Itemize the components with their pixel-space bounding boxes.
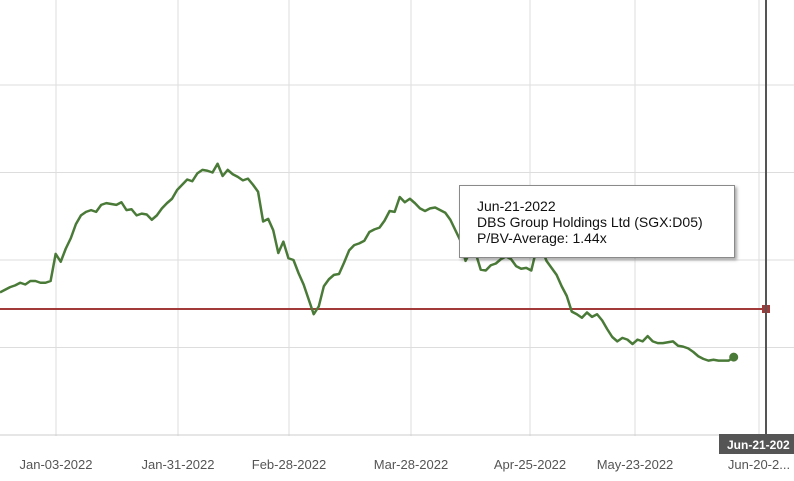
- pbv-line-series: [0, 162, 739, 362]
- x-tick-label: Feb-28-2022: [252, 457, 326, 472]
- tooltip-company: DBS Group Holdings Ltd (SGX:D05): [477, 214, 703, 230]
- x-tick-label: May-23-2022: [597, 457, 674, 472]
- x-tick-label: Apr-25-2022: [494, 457, 566, 472]
- crosshair: Jun-21-202: [719, 0, 794, 454]
- pbv-line: [0, 162, 735, 362]
- tooltip-date: Jun-21-2022: [477, 198, 556, 214]
- x-tick-label: Mar-28-2022: [374, 457, 448, 472]
- tooltip-metric: P/BV-Average: 1.44x: [477, 230, 607, 246]
- average-line-series: [0, 305, 770, 313]
- pbv-end-marker: [729, 352, 739, 362]
- crosshair-date-label: Jun-21-202: [727, 438, 790, 452]
- x-tick-label: Jun-20-2...: [728, 457, 790, 472]
- tooltip: Jun-21-2022 DBS Group Holdings Ltd (SGX:…: [459, 185, 735, 258]
- horizontal-gridlines: [0, 84, 794, 348]
- x-tick-label: Jan-03-2022: [20, 457, 93, 472]
- x-tick-label: Jan-31-2022: [142, 457, 215, 472]
- crosshair-date-box: [719, 434, 794, 454]
- x-axis-tick-labels: Jan-03-2022 Jan-31-2022 Feb-28-2022 Mar-28-…: [20, 457, 791, 472]
